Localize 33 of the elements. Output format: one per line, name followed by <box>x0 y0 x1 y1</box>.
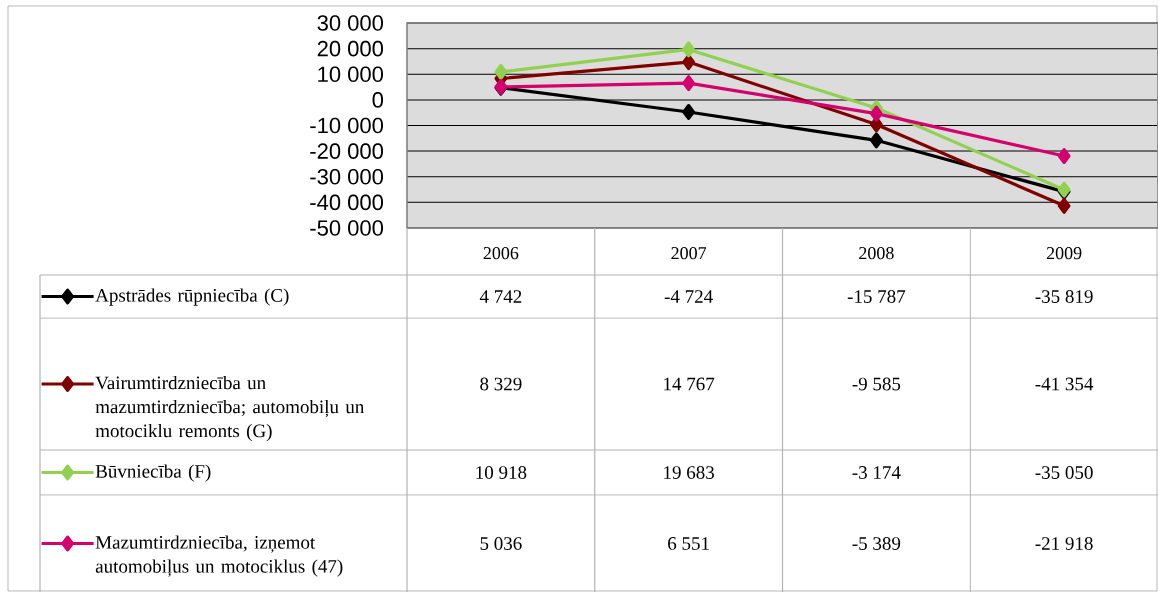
data-label: -9 585 <box>852 377 901 391</box>
data-label: -3 174 <box>852 466 901 479</box>
data-label: 4 742 <box>479 290 522 303</box>
data-label: 14 767 <box>664 377 715 391</box>
y-tick-label: 30 000 <box>317 15 384 31</box>
y-tick-label: -50 000 <box>310 220 384 236</box>
data-label: 5 036 <box>480 537 522 550</box>
legend-label: Būvniecība (F) <box>95 464 211 482</box>
data-label: 10 918 <box>476 466 527 479</box>
data-label: -35 050 <box>1035 466 1093 479</box>
legend-label: Apstrādes rūpniecība (C) <box>95 288 289 306</box>
y-tick-label: -20 000 <box>310 143 384 159</box>
data-label: -4 724 <box>664 290 713 303</box>
data-label: 8 329 <box>480 377 522 391</box>
y-tick-label: 0 <box>372 92 384 108</box>
data-label: -41 354 <box>1035 377 1094 391</box>
data-label: -35 819 <box>1035 290 1093 303</box>
y-tick-label: 20 000 <box>317 40 384 57</box>
x-tick-label: 2007 <box>671 247 707 260</box>
data-label: 19 683 <box>664 466 714 479</box>
data-label: -21 918 <box>1035 537 1093 550</box>
data-label: 6 551 <box>668 537 709 550</box>
data-label: -5 389 <box>852 537 901 550</box>
y-tick-label: -30 000 <box>310 168 384 185</box>
x-tick-label: 2009 <box>1046 247 1082 260</box>
y-tick-label: -40 000 <box>310 194 384 211</box>
data-label: -15 787 <box>847 290 906 303</box>
legend-label: Vairumtirdzniecība un mazumtirdzniecība; automobiļu un motociklu remonts (G) <box>95 375 365 442</box>
legend-label: Mazumtirdzniecība, izņemot automobiļus un motociklus (47) <box>95 535 343 577</box>
y-tick-label: -10 000 <box>310 117 384 134</box>
x-tick-label: 2008 <box>859 247 894 260</box>
x-tick-label: 2006 <box>483 247 519 260</box>
y-tick-label: 10 000 <box>318 66 384 83</box>
